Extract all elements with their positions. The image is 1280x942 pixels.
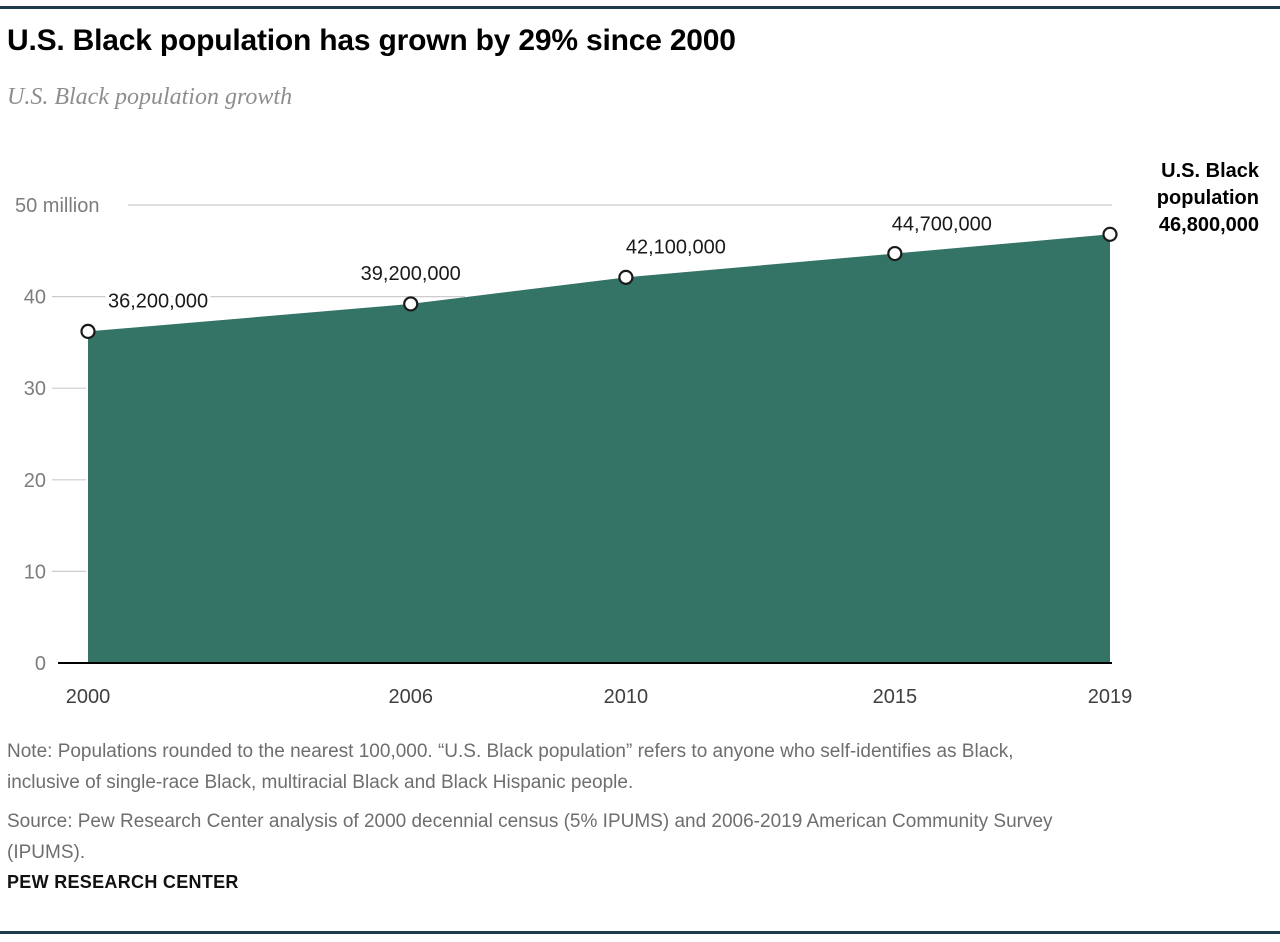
population-area bbox=[88, 234, 1110, 663]
annotation-value: 46,800,000 bbox=[1158, 214, 1259, 236]
y-axis-label: 30 bbox=[24, 378, 46, 400]
x-axis-label: 2010 bbox=[604, 686, 649, 708]
pew-research-center-brand: PEW RESEARCH CENTER bbox=[7, 872, 239, 892]
x-axis-label: 2000 bbox=[66, 686, 111, 708]
x-axis-label: 2019 bbox=[1088, 686, 1133, 708]
data-point-label: 36,200,000 bbox=[108, 290, 208, 312]
annotation-series-label: U.S. Black population bbox=[1156, 160, 1259, 209]
top-rule bbox=[0, 6, 1280, 9]
data-point-marker bbox=[1102, 226, 1118, 242]
data-point-marker bbox=[618, 269, 634, 285]
source-line-2: (IPUMS). bbox=[7, 842, 86, 863]
data-point-marker bbox=[403, 296, 419, 312]
y-axis-label: 20 bbox=[24, 470, 46, 492]
data-point-marker bbox=[80, 323, 96, 340]
data-point-label: 42,100,000 bbox=[626, 236, 726, 258]
data-point-marker bbox=[887, 245, 903, 262]
data-point-label: 39,200,000 bbox=[361, 263, 461, 285]
note-line-1: Note: Populations rounded to the nearest… bbox=[7, 741, 1014, 762]
chart-footnotes: Note: Populations rounded to the nearest… bbox=[7, 736, 1269, 868]
bottom-rule bbox=[0, 931, 1280, 934]
x-axis-label: 2015 bbox=[873, 686, 918, 708]
y-axis-label: 50 million bbox=[15, 195, 99, 217]
y-axis-label: 10 bbox=[24, 561, 46, 583]
source-line-1: Source: Pew Research Center analysis of … bbox=[7, 811, 1053, 832]
data-point-label: 44,700,000 bbox=[892, 214, 992, 236]
y-axis-label: 40 bbox=[24, 287, 46, 309]
chart-subtitle: U.S. Black population growth bbox=[7, 84, 293, 110]
note-line-2: inclusive of single-race Black, multirac… bbox=[7, 772, 634, 793]
chart-title: U.S. Black population has grown by 29% s… bbox=[7, 24, 736, 57]
x-axis-label: 2006 bbox=[388, 686, 433, 708]
annotation-us-black-population: U.S. Black population 46,800,000 bbox=[1109, 158, 1259, 239]
y-axis-label: 0 bbox=[35, 653, 46, 675]
